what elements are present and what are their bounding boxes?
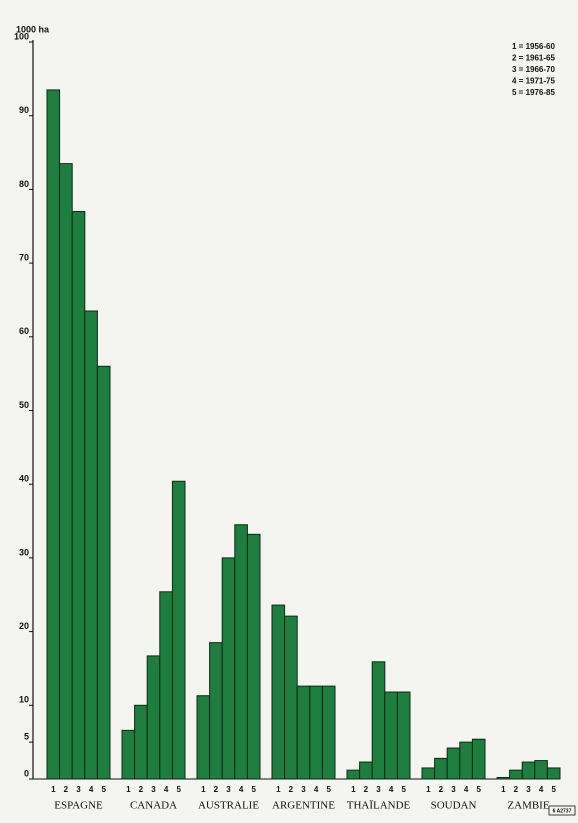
y-tick-label: 5 xyxy=(24,732,29,742)
bar-sub-label: 1 xyxy=(351,785,356,794)
y-tick-label: 50 xyxy=(19,400,29,410)
bar xyxy=(359,761,373,780)
y-tick-label: 20 xyxy=(19,621,29,631)
bar-sub-label: 1 xyxy=(126,785,131,794)
y-tick-label: 30 xyxy=(19,547,29,557)
bar-sub-label: 3 xyxy=(451,785,456,794)
legend-entry: 3 = 1966-70 xyxy=(512,65,555,74)
bar-sub-label: 1 xyxy=(501,785,506,794)
y-tick-label: 10 xyxy=(19,695,29,705)
bar xyxy=(96,365,111,780)
bar-sub-label: 4 xyxy=(389,785,394,794)
y-axis-label: 1000 ha xyxy=(16,24,50,34)
y-tick-label: 70 xyxy=(19,252,29,262)
bar-sub-label: 1 xyxy=(426,785,431,794)
bar xyxy=(84,310,98,780)
bar xyxy=(321,685,336,780)
bar-sub-label: 2 xyxy=(214,785,219,794)
bar xyxy=(71,211,86,780)
bar xyxy=(221,557,236,780)
bar xyxy=(271,604,286,780)
code-box xyxy=(548,805,576,816)
bar xyxy=(196,695,211,780)
bar xyxy=(471,738,486,780)
bar-sub-label: 5 xyxy=(551,785,556,794)
y-tick-label: 40 xyxy=(19,474,29,484)
bar xyxy=(396,691,411,780)
bar xyxy=(309,685,323,780)
y-tick-label: 90 xyxy=(19,105,29,115)
bar xyxy=(234,524,248,780)
bar-sub-label: 5 xyxy=(326,785,331,794)
bar-sub-label: 5 xyxy=(101,785,106,794)
bar xyxy=(434,757,448,780)
bar xyxy=(509,769,523,780)
bar xyxy=(371,661,386,780)
y-tick-label: 60 xyxy=(19,326,29,336)
bar xyxy=(384,691,398,780)
bar xyxy=(546,767,561,780)
bar-sub-label: 4 xyxy=(539,785,544,794)
y-tick-label: 80 xyxy=(19,179,29,189)
y-tick-label: 100 xyxy=(14,31,29,41)
bar xyxy=(421,767,436,780)
bar xyxy=(284,615,298,780)
bar xyxy=(446,747,461,780)
legend-entry: 1 = 1956-60 xyxy=(512,42,555,51)
bar-sub-label: 5 xyxy=(176,785,181,794)
x-tick-label: ESPAGNE xyxy=(54,800,103,812)
bar-sub-label: 3 xyxy=(226,785,231,794)
legend-entry: 2 = 1961-65 xyxy=(512,54,555,63)
bar-sub-label: 2 xyxy=(514,785,519,794)
bar-sub-label: 3 xyxy=(301,785,306,794)
bar-sub-label: 2 xyxy=(139,785,144,794)
bar xyxy=(46,89,61,780)
x-tick-label: CANADA xyxy=(130,800,177,812)
bar-sub-label: 5 xyxy=(401,785,406,794)
bar xyxy=(459,741,473,780)
bar-sub-label: 5 xyxy=(476,785,481,794)
bar xyxy=(521,761,536,780)
bar-sub-label: 1 xyxy=(276,785,281,794)
bar xyxy=(534,760,548,780)
bar-sub-label: 4 xyxy=(164,785,169,794)
code: 6 A2737 xyxy=(553,808,572,814)
bar xyxy=(146,655,161,780)
bar xyxy=(59,163,73,780)
x-tick-label: AUSTRALIE xyxy=(198,800,259,812)
legend-entry: 5 = 1976-85 xyxy=(512,88,555,97)
bar-sub-label: 3 xyxy=(526,785,531,794)
bar xyxy=(346,769,361,780)
x-tick-label: SOUDAN xyxy=(431,800,477,812)
bar-sub-label: 2 xyxy=(289,785,294,794)
bar xyxy=(171,480,186,780)
legend-entry: 4 = 1971-75 xyxy=(512,77,555,86)
bar-sub-label: 5 xyxy=(251,785,256,794)
bar-sub-label: 2 xyxy=(364,785,369,794)
bar xyxy=(296,685,311,780)
bar-sub-label: 4 xyxy=(314,785,319,794)
x-tick-label: THAÏLANDE xyxy=(347,800,411,812)
bar xyxy=(246,533,261,780)
bar xyxy=(121,729,136,780)
bar-sub-label: 1 xyxy=(51,785,56,794)
bar-sub-label: 4 xyxy=(464,785,469,794)
bar xyxy=(134,704,148,780)
bar-sub-label: 3 xyxy=(76,785,81,794)
bar xyxy=(159,591,173,780)
x-tick-label: ZAMBIE xyxy=(507,800,549,812)
bar-sub-label: 3 xyxy=(151,785,156,794)
x-tick-label: ARGENTINE xyxy=(272,800,335,812)
bar xyxy=(209,642,223,780)
bar-sub-label: 4 xyxy=(239,785,244,794)
bar-sub-label: 2 xyxy=(439,785,444,794)
bar xyxy=(496,777,511,780)
bar-sub-label: 3 xyxy=(376,785,381,794)
bar-sub-label: 2 xyxy=(64,785,69,794)
bar-sub-label: 1 xyxy=(201,785,206,794)
bar-sub-label: 4 xyxy=(89,785,94,794)
y-tick-label: 0 xyxy=(24,768,29,778)
